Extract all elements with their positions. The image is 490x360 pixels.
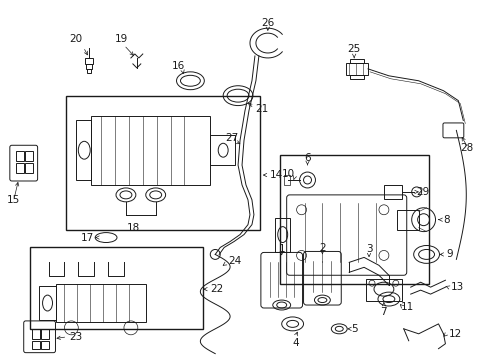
- Bar: [275, 218, 290, 252]
- Text: 12: 12: [448, 329, 462, 339]
- Text: 11: 11: [401, 302, 414, 312]
- Text: 4: 4: [293, 338, 299, 348]
- Bar: [366, 279, 402, 301]
- Text: 7: 7: [381, 307, 387, 317]
- Text: 25: 25: [347, 44, 361, 54]
- Text: 22: 22: [210, 284, 223, 294]
- Bar: [350, 75, 364, 79]
- Bar: [280, 155, 429, 284]
- Text: 18: 18: [127, 223, 141, 233]
- Text: 15: 15: [7, 195, 20, 205]
- Bar: [66, 96, 260, 230]
- Bar: [56, 284, 146, 322]
- Text: 17: 17: [81, 233, 95, 243]
- Bar: [32, 329, 40, 339]
- Bar: [384, 185, 402, 199]
- Text: 27: 27: [225, 133, 239, 143]
- Text: 28: 28: [460, 143, 473, 153]
- Text: 9: 9: [446, 249, 453, 260]
- Bar: [284, 175, 290, 185]
- Bar: [350, 59, 364, 63]
- Bar: [24, 163, 33, 173]
- Bar: [87, 69, 91, 73]
- Text: 10: 10: [282, 169, 295, 179]
- Text: 1: 1: [278, 244, 285, 255]
- Bar: [24, 151, 33, 161]
- Text: 3: 3: [366, 244, 372, 255]
- Bar: [16, 151, 24, 161]
- Text: 26: 26: [261, 18, 274, 28]
- Bar: [85, 58, 93, 64]
- Bar: [30, 247, 203, 329]
- Text: 21: 21: [255, 104, 268, 113]
- Text: 19: 19: [114, 34, 127, 44]
- Text: 2: 2: [319, 243, 326, 253]
- Bar: [41, 341, 49, 349]
- Text: 29: 29: [416, 187, 430, 197]
- Bar: [210, 135, 235, 165]
- Text: 13: 13: [450, 282, 464, 292]
- Text: 5: 5: [351, 324, 358, 334]
- Bar: [346, 63, 368, 75]
- Bar: [39, 286, 56, 320]
- Text: 20: 20: [70, 34, 83, 44]
- Bar: [41, 329, 49, 339]
- Text: 14: 14: [270, 170, 283, 180]
- Bar: [91, 116, 210, 185]
- Text: 16: 16: [172, 61, 185, 71]
- Text: 8: 8: [443, 215, 450, 225]
- Bar: [397, 210, 418, 230]
- Text: 24: 24: [228, 256, 242, 266]
- Bar: [16, 163, 24, 173]
- Bar: [76, 121, 91, 180]
- Bar: [32, 341, 40, 349]
- Text: 23: 23: [70, 332, 83, 342]
- Text: 6: 6: [304, 153, 311, 163]
- Bar: [86, 64, 92, 69]
